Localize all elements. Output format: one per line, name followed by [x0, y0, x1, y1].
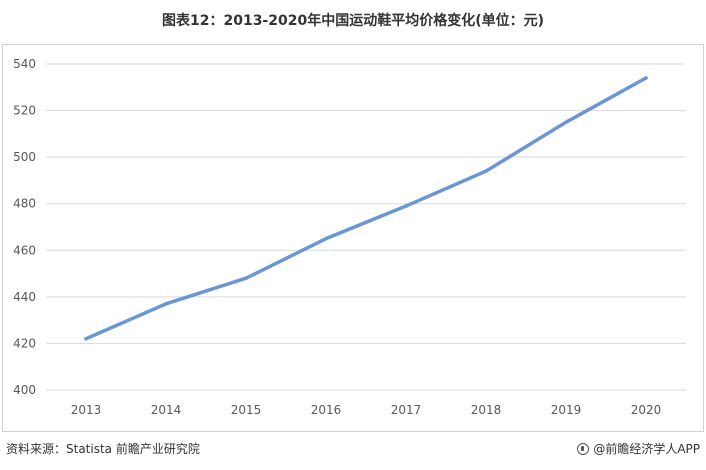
y-tick-label: 440 — [13, 290, 36, 304]
data-point — [404, 204, 408, 208]
y-tick-label: 500 — [13, 150, 36, 164]
y-tick-label: 520 — [13, 104, 36, 118]
x-tick-label: 2016 — [311, 403, 342, 417]
grid-lines — [46, 63, 686, 391]
data-point — [244, 276, 248, 280]
y-tick-label: 400 — [13, 383, 36, 397]
y-tick-label: 420 — [13, 336, 36, 350]
x-tick-label: 2017 — [391, 403, 422, 417]
data-point — [164, 302, 168, 306]
data-point — [644, 76, 648, 80]
brand-label: @前瞻经济学人APP — [593, 442, 700, 456]
data-point — [484, 169, 488, 173]
y-tick-label: 460 — [13, 243, 36, 257]
y-axis-ticks: 400 420 440 460 480 500 520 540 — [13, 57, 36, 397]
x-axis-ticks: 2013 2014 2015 2016 2017 2018 2019 2020 — [71, 403, 662, 417]
y-tick-label: 540 — [13, 57, 36, 71]
data-point — [564, 120, 568, 124]
y-tick-label: 480 — [13, 197, 36, 211]
x-tick-label: 2018 — [471, 403, 502, 417]
data-point — [324, 236, 328, 241]
x-tick-label: 2020 — [631, 403, 662, 417]
series-layer — [84, 76, 648, 341]
qianzhan-logo-icon — [577, 442, 590, 455]
source-note: 资料来源：Statista 前瞻产业研究院 — [6, 442, 200, 456]
x-tick-label: 2013 — [71, 403, 102, 417]
x-tick-label: 2015 — [231, 403, 262, 417]
data-point — [84, 337, 88, 341]
chart-title: 图表12：2013-2020年中国运动鞋平均价格变化(单位：元) — [161, 13, 545, 29]
x-tick-label: 2014 — [151, 403, 182, 417]
series-line — [84, 76, 648, 341]
x-tick-label: 2019 — [551, 403, 582, 417]
brand-credit: @前瞻经济学人APP — [577, 440, 700, 457]
